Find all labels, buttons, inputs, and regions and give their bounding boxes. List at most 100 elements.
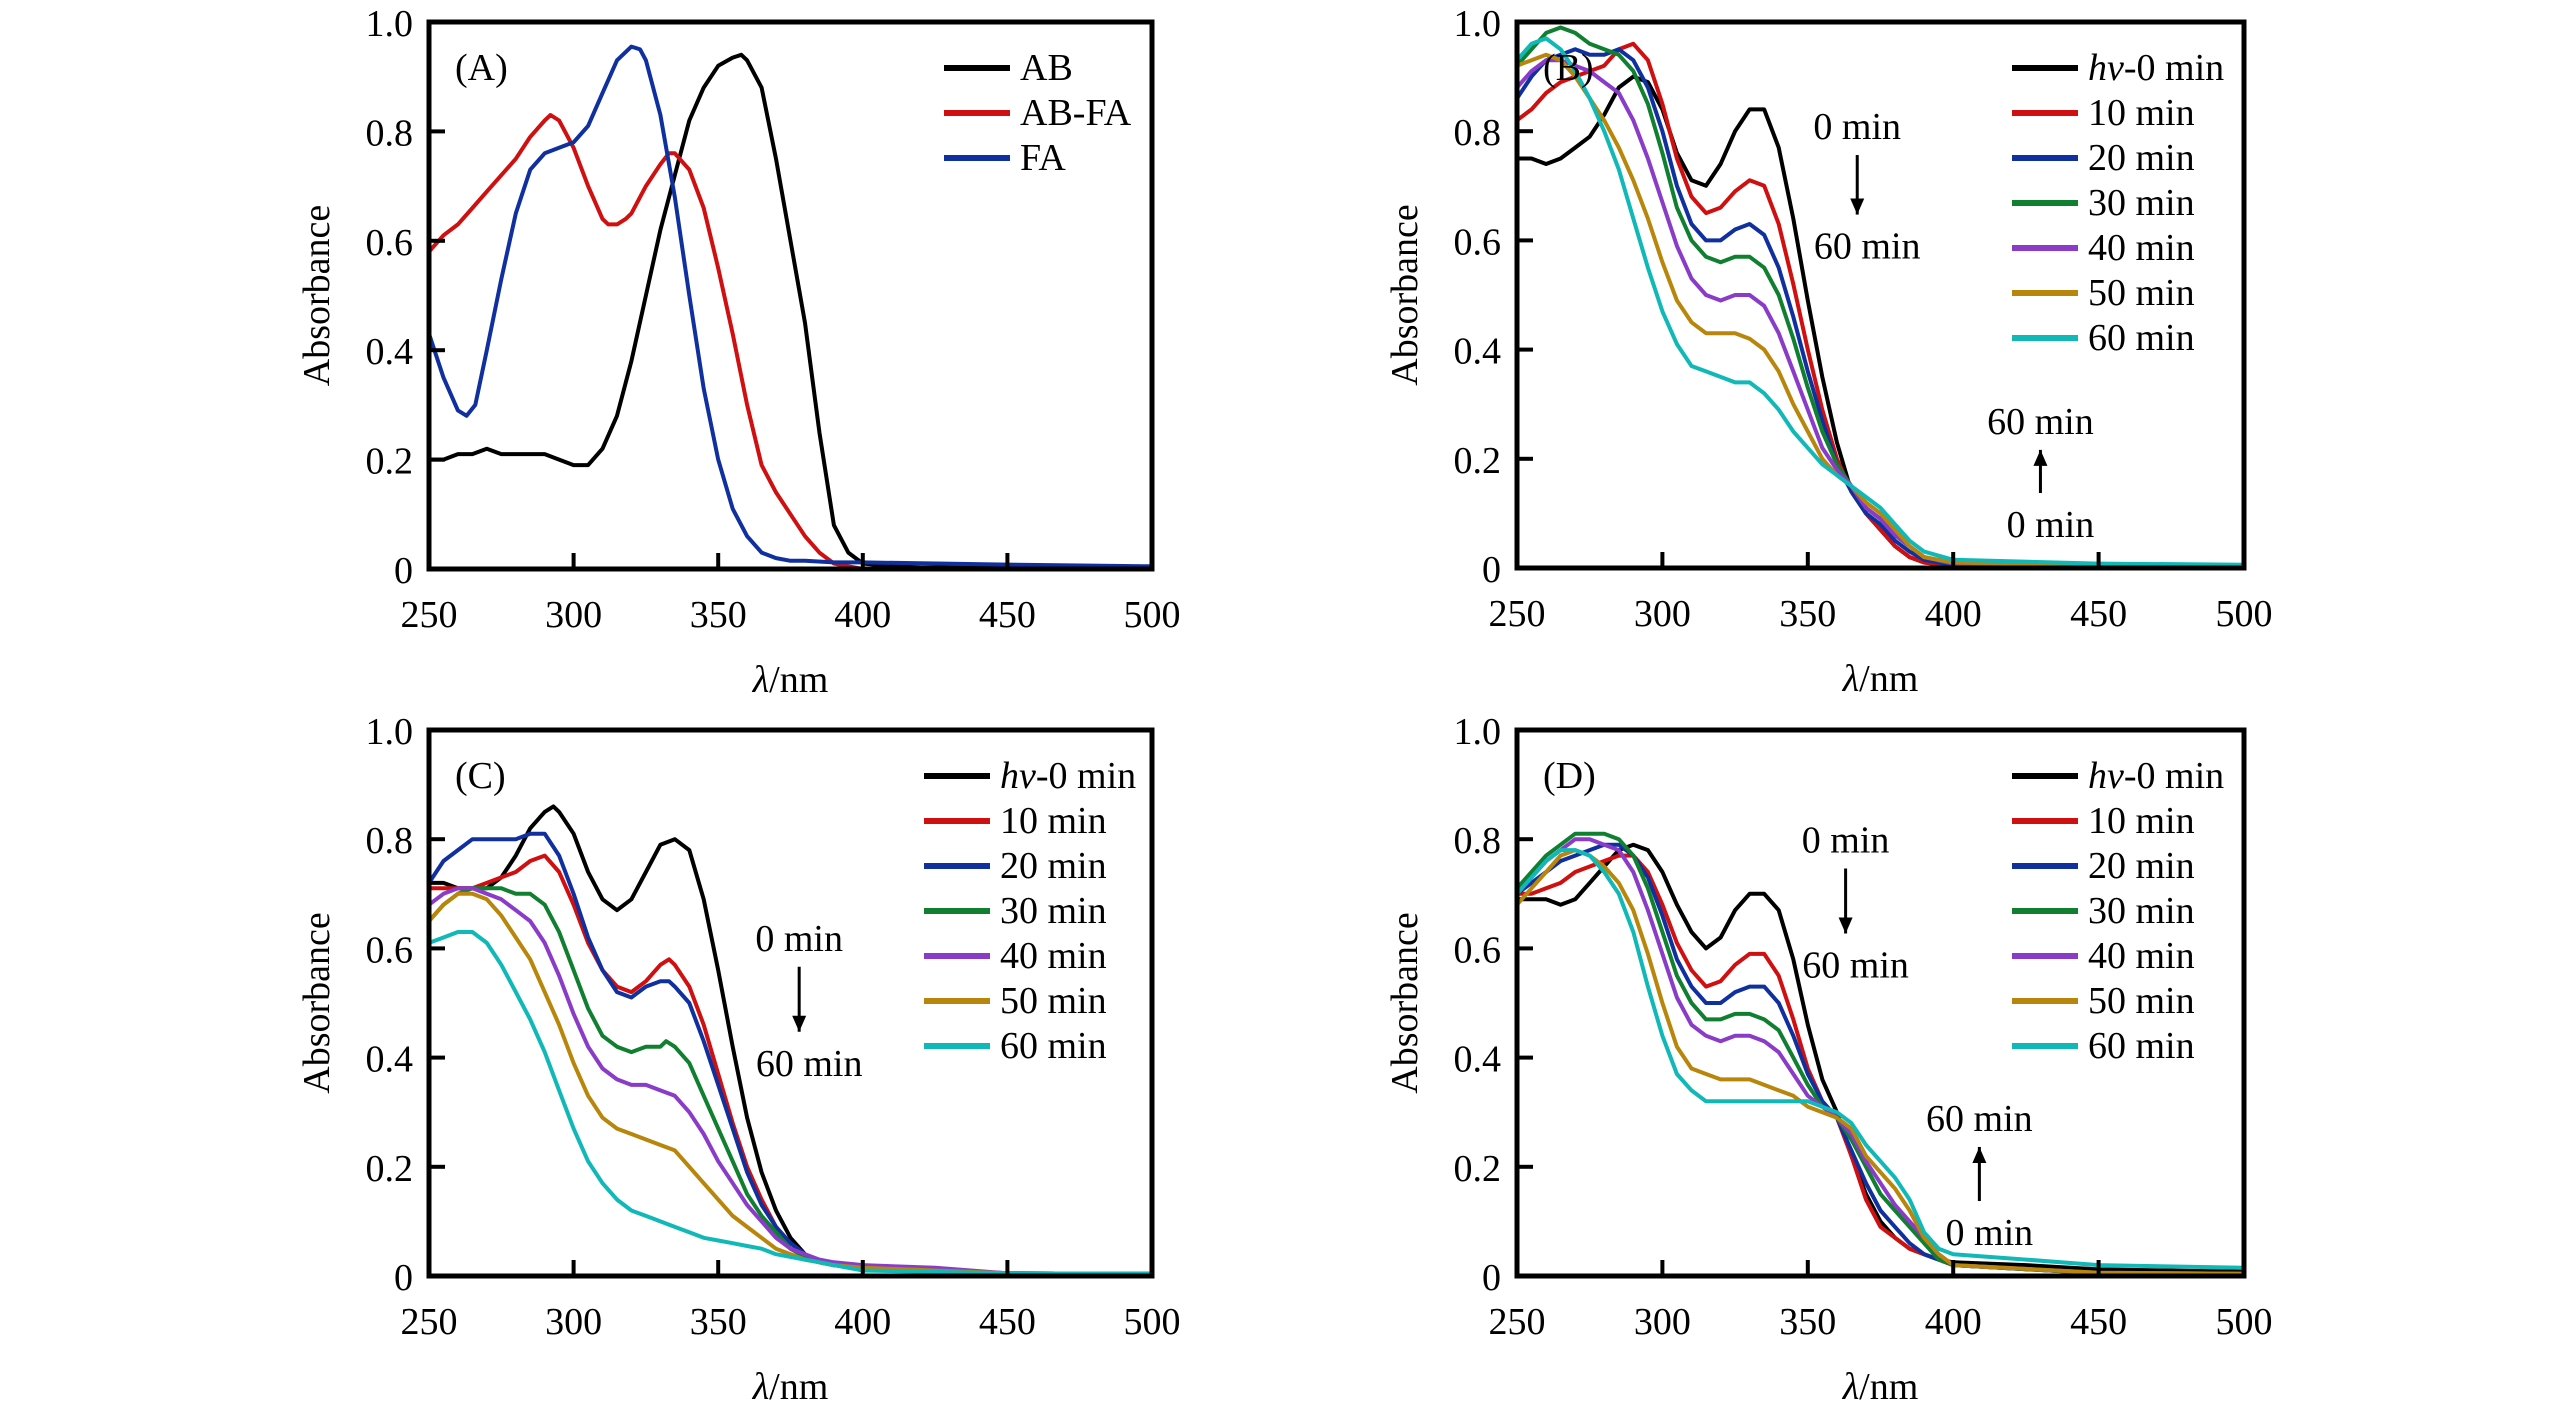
x-tick-label: 450 xyxy=(979,1301,1036,1343)
y-tick-label: 0.8 xyxy=(366,820,414,862)
y-tick-label: 0 xyxy=(1482,549,1501,591)
y-tick-label: 0.2 xyxy=(366,441,414,483)
plot-frame xyxy=(1514,19,2247,571)
legend-label: hv-0 min xyxy=(1000,755,1136,797)
x-tick-label: 400 xyxy=(834,594,891,636)
x-tick-label: 500 xyxy=(1124,594,1181,636)
y-axis-title: Absorbance xyxy=(1384,204,1426,385)
panel-label: (A) xyxy=(455,47,508,89)
legend-label: 40 min xyxy=(1000,935,1107,977)
x-tick-label: 400 xyxy=(1925,1301,1982,1343)
y-tick-label: 1.0 xyxy=(366,711,414,753)
x-tick-label: 500 xyxy=(2216,593,2273,635)
x-tick-label: 400 xyxy=(834,1301,891,1343)
annotation-label-top: 0 min xyxy=(1802,820,1890,862)
annotation-label-bottom: 60 min xyxy=(756,1043,863,1085)
x-tick-label: 250 xyxy=(1489,593,1546,635)
trend-annotation: 60 min 0 min xyxy=(1926,1098,2033,1254)
y-tick-label: 0.6 xyxy=(1454,929,1502,971)
x-tick-label: 350 xyxy=(690,1301,747,1343)
panel-label: (D) xyxy=(1543,755,1596,797)
series-line-20-min xyxy=(1517,47,2244,568)
x-tick-label: 400 xyxy=(1925,593,1982,635)
arrow-down-icon xyxy=(792,1015,807,1032)
x-tick-label: 450 xyxy=(979,594,1036,636)
annotation-label-bottom: 0 min xyxy=(2007,504,2095,546)
series-line-10-min xyxy=(1517,41,2244,568)
y-axis-title: Absorbance xyxy=(1384,912,1426,1093)
legend-label: 50 min xyxy=(2088,980,2195,1022)
annotation-label-top: 60 min xyxy=(1987,401,2094,443)
legend-label: 20 min xyxy=(2088,137,2195,179)
y-axis-title: Absorbance xyxy=(296,205,338,386)
annotation-label-bottom: 60 min xyxy=(1814,226,1921,268)
x-axis-title: λ/nm xyxy=(752,1366,829,1408)
series-group xyxy=(429,804,1152,1276)
legend-label: 10 min xyxy=(2088,800,2195,842)
x-tick-label: 300 xyxy=(545,594,602,636)
legend-label: 20 min xyxy=(2088,845,2195,887)
trend-annotation: 0 min 60 min xyxy=(1813,106,1920,268)
x-axis-title: λ/nm xyxy=(1842,658,1919,700)
annotation-label-top: 0 min xyxy=(755,918,843,960)
series-line-40-min xyxy=(1517,58,2244,568)
annotation-label-bottom: 0 min xyxy=(1946,1212,2034,1254)
y-tick-label: 1.0 xyxy=(366,3,414,45)
plot-frame xyxy=(1514,727,2247,1279)
series-group xyxy=(429,44,1152,569)
trend-annotation: 0 min 60 min xyxy=(1802,820,1909,987)
x-axis-title: λ/nm xyxy=(1842,1366,1919,1408)
x-tick-label: 500 xyxy=(2216,1301,2273,1343)
arrow-down-icon xyxy=(1850,198,1865,215)
plot-frame xyxy=(426,19,1155,572)
series-line-60-min xyxy=(429,930,1152,1276)
arrow-up-icon xyxy=(2033,449,2048,466)
series-line-ab xyxy=(429,52,1152,569)
x-tick-label: 250 xyxy=(401,594,458,636)
annotation-label-top: 60 min xyxy=(1926,1098,2033,1140)
series-line-60-min xyxy=(1517,848,2244,1270)
panel-label: (B) xyxy=(1543,47,1594,89)
legend-label: 60 min xyxy=(2088,1025,2195,1067)
y-tick-label: 0.4 xyxy=(1454,1039,1502,1081)
x-tick-label: 350 xyxy=(1779,593,1836,635)
legend-label: 40 min xyxy=(2088,935,2195,977)
series-line-20-min xyxy=(1517,842,2244,1276)
x-axis-title: λ/nm xyxy=(752,659,829,701)
x-tick-label: 300 xyxy=(1634,593,1691,635)
panel-a: 250 300 350 400 450 500 0 0.2 0.4 0.6 0.8 1.0 λ/nm Ab… xyxy=(296,3,1181,701)
series-line-10-min xyxy=(1517,853,2244,1276)
legend-label: AB xyxy=(1020,47,1073,89)
panel-label: (C) xyxy=(455,755,506,797)
legend-label: 60 min xyxy=(1000,1025,1107,1067)
legend-label: 10 min xyxy=(1000,800,1107,842)
x-tick-label: 450 xyxy=(2070,593,2127,635)
legend-label: 60 min xyxy=(2088,317,2195,359)
y-tick-label: 0.4 xyxy=(366,1039,414,1081)
y-tick-label: 1.0 xyxy=(1454,711,1502,753)
x-tick-label: 250 xyxy=(1489,1301,1546,1343)
y-tick-label: 0 xyxy=(394,550,413,592)
x-tick-label: 450 xyxy=(2070,1301,2127,1343)
series-line-fa xyxy=(429,44,1152,569)
x-tick-label: 300 xyxy=(1634,1301,1691,1343)
legend-label: 10 min xyxy=(2088,92,2195,134)
y-tick-label: 0.2 xyxy=(1454,440,1502,482)
legend-label: hv-0 min xyxy=(2088,755,2224,797)
y-tick-label: 0.8 xyxy=(366,112,414,154)
x-tick-label: 350 xyxy=(1779,1301,1836,1343)
series-line-60-min xyxy=(1517,36,2244,567)
y-tick-label: 0.2 xyxy=(1454,1148,1502,1190)
annotation-label-bottom: 60 min xyxy=(1802,944,1909,986)
x-tick-label: 500 xyxy=(1124,1301,1181,1343)
y-tick-label: 0.6 xyxy=(1454,221,1502,263)
legend-label: 50 min xyxy=(1000,980,1107,1022)
trend-annotation: 0 min 60 min xyxy=(755,918,862,1085)
series-line-40-min xyxy=(429,886,1152,1276)
y-tick-label: 1.0 xyxy=(1454,3,1502,45)
series-group xyxy=(1517,831,2244,1276)
